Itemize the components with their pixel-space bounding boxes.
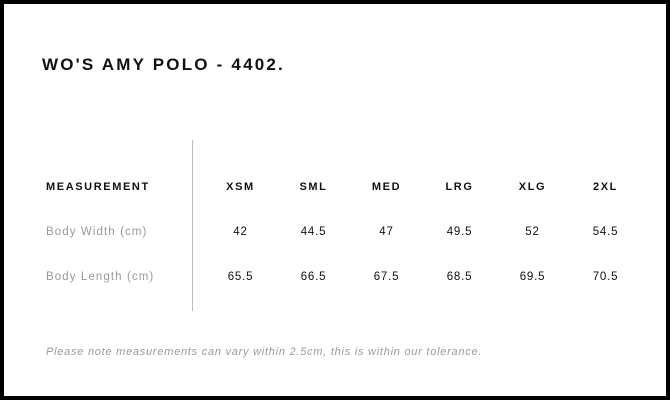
size-table: MEASUREMENT XSM SML MED LRG XLG 2XL Body… bbox=[42, 164, 642, 299]
cell-body-width-2xl: 54.5 bbox=[592, 225, 619, 238]
cell-body-length-2xl: 70.5 bbox=[592, 270, 619, 283]
row-label-body-length: Body Length (cm) bbox=[46, 270, 155, 283]
cell-body-length-lrg: 68.5 bbox=[446, 270, 473, 283]
cell-body-length-xsm: 65.5 bbox=[227, 270, 254, 283]
body-length-cells: 65.5 66.5 67.5 68.5 69.5 70.5 bbox=[204, 254, 642, 299]
cell-body-width-xlg: 52 bbox=[525, 225, 540, 238]
table-row: Body Width (cm) 42 44.5 47 49.5 52 54.5 bbox=[42, 209, 642, 254]
cell-body-length-xlg: 69.5 bbox=[519, 270, 546, 283]
size-chart-sheet: WO'S AMY POLO - 4402. MEASUREMENT XSM SM… bbox=[4, 4, 666, 396]
header-cells: XSM SML MED LRG XLG 2XL bbox=[204, 164, 642, 209]
column-header-2xl: 2XL bbox=[593, 180, 618, 193]
table-vertical-divider bbox=[192, 140, 193, 311]
cell-body-length-sml: 66.5 bbox=[300, 270, 327, 283]
table-row: Body Length (cm) 65.5 66.5 67.5 68.5 69.… bbox=[42, 254, 642, 299]
cell-body-width-xsm: 42 bbox=[233, 225, 248, 238]
table-header-row: MEASUREMENT XSM SML MED LRG XLG 2XL bbox=[42, 164, 642, 209]
column-header-med: MED bbox=[371, 180, 402, 193]
column-header-xlg: XLG bbox=[518, 180, 547, 193]
cell-body-width-med: 47 bbox=[379, 225, 394, 238]
column-header-xsm: XSM bbox=[226, 180, 255, 193]
column-header-measurement: MEASUREMENT bbox=[46, 180, 150, 193]
page-title: WO'S AMY POLO - 4402. bbox=[42, 55, 285, 74]
column-header-lrg: LRG bbox=[445, 180, 474, 193]
tolerance-note: Please note measurements can vary within… bbox=[46, 346, 483, 358]
cell-body-width-sml: 44.5 bbox=[300, 225, 327, 238]
body-width-cells: 42 44.5 47 49.5 52 54.5 bbox=[204, 209, 642, 254]
cell-body-length-med: 67.5 bbox=[373, 270, 400, 283]
cell-body-width-lrg: 49.5 bbox=[446, 225, 473, 238]
row-label-body-width: Body Width (cm) bbox=[46, 225, 148, 238]
column-header-sml: SML bbox=[299, 180, 328, 193]
